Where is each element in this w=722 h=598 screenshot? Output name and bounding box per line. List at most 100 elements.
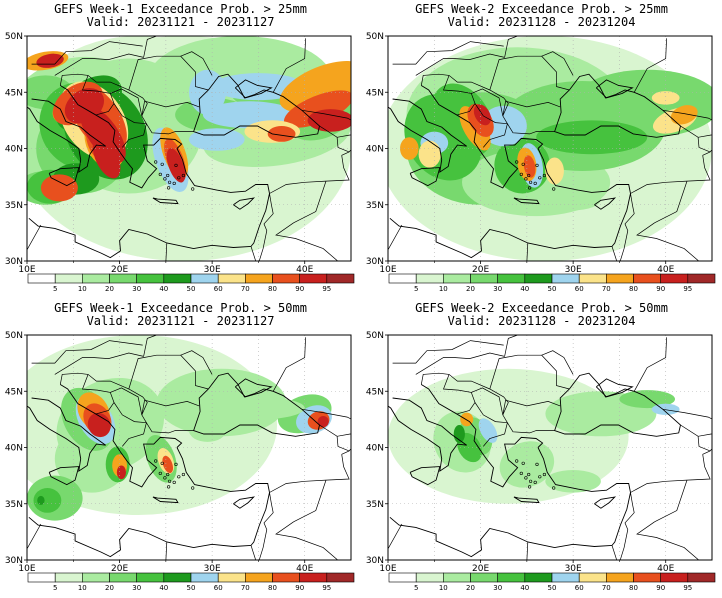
country-border	[541, 350, 574, 375]
colorbar-label: 90	[656, 285, 665, 293]
coastline	[388, 397, 467, 473]
probability-area	[80, 104, 126, 163]
colorbar-swatch	[109, 273, 138, 284]
panel-week1-50mm: GEFS Week-1 Exceedance Prob. > 50mm Vali…	[0, 299, 361, 598]
colorbar-swatch	[524, 572, 553, 583]
country-border	[443, 75, 476, 116]
country-border	[526, 242, 529, 261]
island	[172, 480, 176, 484]
country-border	[471, 387, 504, 415]
colorbar-swatch	[687, 572, 716, 583]
island	[191, 187, 195, 191]
coastline	[27, 98, 106, 174]
country-border	[165, 242, 168, 261]
colorbar-swatch	[326, 572, 355, 583]
coastline	[513, 197, 540, 205]
country-border	[272, 337, 306, 392]
colorbar-swatch	[163, 572, 192, 583]
probability-area	[279, 61, 351, 113]
country-border	[27, 523, 42, 550]
colorbar-label: 70	[241, 584, 250, 592]
probability-area	[92, 136, 121, 179]
colorbar-label: 50	[187, 285, 196, 293]
lat-label: 30N	[5, 556, 23, 566]
colorbar-swatch	[54, 273, 83, 284]
island	[524, 476, 528, 480]
country-border	[31, 41, 143, 65]
colorbar-label: 5	[53, 285, 57, 293]
island	[160, 162, 164, 166]
coastline	[421, 85, 544, 189]
coastline	[48, 167, 80, 187]
country-border	[504, 335, 518, 357]
country-border	[141, 399, 200, 415]
coastline	[594, 496, 617, 509]
island	[168, 479, 172, 483]
lat-label: 40N	[5, 145, 23, 155]
colorbar-swatch	[415, 273, 444, 284]
country-border	[415, 352, 505, 375]
island	[172, 181, 176, 185]
island	[166, 472, 170, 477]
colorbar-swatch	[443, 273, 471, 284]
probability-area	[212, 73, 305, 101]
coastline	[152, 197, 179, 205]
colorbar-swatch	[245, 273, 273, 284]
panel-valid-dates: Valid: 20231128 - 20231204	[447, 15, 636, 29]
island	[519, 172, 523, 176]
colorbar-label: 5	[414, 584, 418, 592]
lat-label: 45N	[366, 88, 384, 98]
coastline	[554, 73, 681, 138]
country-border	[141, 100, 200, 116]
colorbar-label: 70	[602, 285, 611, 293]
country-border	[662, 109, 712, 121]
country-border	[146, 123, 194, 135]
panel-title: GEFS Week-1 Exceedance Prob. > 50mm	[54, 301, 307, 315]
country-border	[27, 224, 42, 251]
coastline	[595, 79, 634, 99]
country-border	[113, 103, 147, 125]
coastline	[176, 148, 270, 194]
coastline	[193, 372, 320, 437]
colorbar-swatch	[217, 572, 246, 583]
panel-title: GEFS Week-2 Exceedance Prob. > 25mm	[415, 2, 668, 16]
coastline	[193, 73, 320, 138]
colorbar-label: 40	[159, 584, 168, 592]
country-border	[633, 38, 667, 93]
colorbar-swatch	[190, 572, 219, 583]
country-border	[502, 100, 561, 116]
island	[528, 485, 532, 489]
island	[538, 475, 542, 479]
probability-area	[189, 419, 226, 442]
island	[515, 160, 519, 164]
country-border	[110, 387, 143, 415]
country-border	[611, 246, 618, 261]
coastline	[234, 378, 273, 398]
lat-label: 35N	[366, 500, 384, 510]
country-border	[507, 123, 555, 135]
colorbar-swatch	[551, 273, 580, 284]
coastline	[27, 397, 106, 473]
colorbar-label: 10	[439, 584, 448, 592]
colorbar-swatch	[578, 572, 607, 583]
probability-area	[116, 465, 126, 480]
probability-area	[166, 148, 186, 183]
colorbar-label: 40	[159, 285, 168, 293]
lat-label: 30N	[366, 556, 384, 566]
colorbar-swatch	[578, 273, 607, 284]
country-border	[54, 352, 144, 375]
island	[166, 173, 170, 178]
country-border	[143, 36, 157, 58]
country-border	[526, 541, 529, 560]
country-border	[662, 408, 712, 420]
island	[154, 160, 158, 164]
colorbar-swatch	[245, 572, 273, 583]
probability-area	[162, 455, 174, 474]
country-border	[654, 180, 688, 224]
lat-label: 50N	[366, 331, 384, 341]
island	[533, 181, 537, 185]
country-border	[611, 545, 618, 560]
lat-label: 50N	[5, 331, 23, 341]
lon-label: 10E	[18, 564, 35, 574]
